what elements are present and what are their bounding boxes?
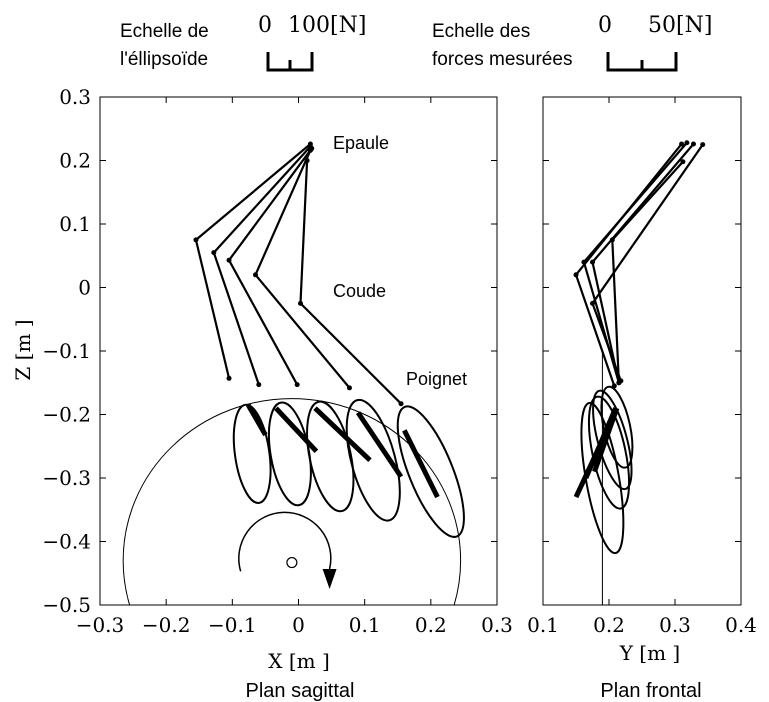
elbow-annotation: Coude [333, 281, 386, 301]
front-x-tick-label-3: 0.4 [725, 613, 757, 637]
front-elbow-joint-1 [581, 259, 587, 265]
front-force-vector-2 [592, 407, 620, 473]
rotation-direction-arc [238, 511, 332, 572]
sag-x-tick-label-5: 0.2 [415, 613, 447, 637]
sag-x-tick-label-0: −0.3 [76, 613, 125, 637]
sag-x-tick-label-3: 0 [292, 613, 305, 637]
sag-x-tick-label-4: 0.1 [349, 613, 381, 637]
front-elbow-joint-2 [590, 259, 595, 265]
sag-y-tick-label-3: 0 [78, 276, 91, 300]
sag-y-tick-label-6: −0.3 [42, 466, 91, 490]
front-elbow-joint-3 [590, 300, 595, 306]
rotation-direction-arrowhead [322, 568, 337, 589]
sag-wrist-joint-1 [256, 382, 262, 388]
force-scale-bar [606, 52, 678, 72]
sag-wrist-joint-2 [294, 382, 300, 388]
sagittal-ticks: −0.3 −0.2 −0.1 0 0.1 0.2 0.3 0.3 0.2 0.1 0 −0.1 −0.2… [42, 85, 512, 637]
frontal-plot-area [573, 140, 706, 605]
sag-clipped-marks [122, 141, 465, 605]
force-scale-max: 50[N] [648, 13, 712, 38]
sag-wrist-joint-4 [398, 401, 404, 407]
front-shoulder-joint-2 [690, 141, 696, 147]
sag-y-tick-label-7: −0.4 [42, 530, 91, 554]
front-shoulder-joint-1 [684, 140, 690, 146]
sag-y-tick-label-4: −0.1 [42, 339, 91, 363]
sag-y-tick-label-0: 0.3 [59, 85, 91, 109]
sag-shoulder-joint-4 [304, 158, 310, 163]
sag-wrist-joint-0 [226, 375, 232, 381]
sag-force-vector-4 [402, 429, 440, 499]
sagittal-title: Plan sagittal [246, 680, 355, 702]
force-scale-label-line1: Echelle des [432, 21, 530, 42]
sag-force-vector-1 [274, 406, 319, 454]
front-shoulder-joint-3 [700, 142, 706, 148]
sag-y-tick-label-5: −0.2 [42, 403, 91, 427]
ellipsoid-scale-label-line1: Echelle de [120, 21, 209, 42]
wrist-annotation: Poignet [406, 369, 467, 389]
front-wrist-joint-0 [611, 383, 617, 389]
front-arm-posture-1 [582, 142, 688, 384]
frontal-title: Plan frontal [600, 680, 701, 702]
sag-force-vector-3 [355, 411, 404, 479]
front-wrist-joint-4 [616, 380, 622, 386]
sag-ellipsoid-4 [396, 405, 465, 538]
sag-elbow-joint-4 [297, 300, 303, 306]
front-elbow-joint-4 [609, 237, 615, 243]
frontal-ticks: 0.1 0.2 0.3 0.4 [527, 96, 757, 637]
ellipsoid-scale-zero: 0 [258, 13, 272, 38]
front-arm-posture-3 [591, 143, 704, 382]
frontal-panel: 0.1 0.2 0.3 0.4 Y [m ] Plan frontal [527, 96, 757, 702]
sagittal-y-axis-label: Z [m ] [11, 319, 35, 380]
sag-elbow-joint-1 [211, 250, 217, 256]
front-x-tick-label-1: 0.2 [593, 613, 625, 637]
sag-arm-posture-0 [194, 143, 312, 379]
front-clipped-marks [573, 140, 706, 605]
ellipsoid-scale-label-line2: l'éllipsoïde [120, 49, 208, 70]
trajectory-center-marker [286, 556, 298, 569]
sag-force-vector-2 [313, 406, 372, 463]
front-shoulder-joint-0 [679, 141, 685, 147]
frontal-axes-frame [542, 96, 742, 606]
force-scale-label-line2: forces mesurées [432, 49, 572, 70]
sagittal-axes-frame [99, 96, 498, 606]
sag-shoulder-joint-3 [307, 147, 313, 153]
sag-y-tick-label-2: 0.1 [59, 212, 91, 236]
shoulder-annotation: Epaule [333, 133, 389, 153]
force-scale-zero: 0 [598, 13, 612, 38]
legend: Echelle de l'éllipsoïde 0 100[N] Echelle… [120, 13, 712, 72]
ellipsoid-scale-max: 100[N] [288, 13, 366, 38]
front-elbow-joint-0 [573, 272, 579, 278]
sagittal-plot-area [122, 141, 465, 605]
front-x-tick-label-2: 0.3 [659, 613, 691, 637]
sag-elbow-joint-0 [193, 237, 199, 243]
sag-ellipsoid-0 [232, 403, 272, 504]
sag-ellipsoid-3 [345, 398, 401, 522]
sag-ellipsoid-2 [306, 400, 355, 513]
sag-elbow-joint-2 [226, 257, 232, 263]
front-shoulder-joint-4 [680, 159, 686, 165]
front-arm-posture-4 [611, 161, 684, 383]
sag-wrist-joint-3 [346, 385, 352, 391]
sagittal-panel: −0.3 −0.2 −0.1 0 0.1 0.2 0.3 0.3 0.2 0.1 0 −0.1 −0.2… [11, 85, 513, 702]
sag-x-tick-label-6: 0.3 [481, 613, 513, 637]
sag-x-tick-label-2: −0.1 [208, 613, 257, 637]
frontal-x-axis-label: Y [m ] [619, 641, 681, 665]
ellipsoid-scale-bar [266, 52, 314, 72]
sag-force-vector-0 [246, 403, 268, 437]
sagittal-x-axis-label: X [m ] [268, 649, 330, 673]
front-x-tick-label-0: 0.1 [527, 613, 559, 637]
sag-x-tick-label-1: −0.2 [142, 613, 191, 637]
trajectory-circle [122, 398, 462, 605]
sag-arm-posture-2 [227, 147, 313, 386]
sag-y-tick-label-1: 0.2 [59, 149, 91, 173]
sag-elbow-joint-3 [252, 272, 258, 278]
sag-y-tick-label-8: −0.5 [42, 593, 91, 617]
